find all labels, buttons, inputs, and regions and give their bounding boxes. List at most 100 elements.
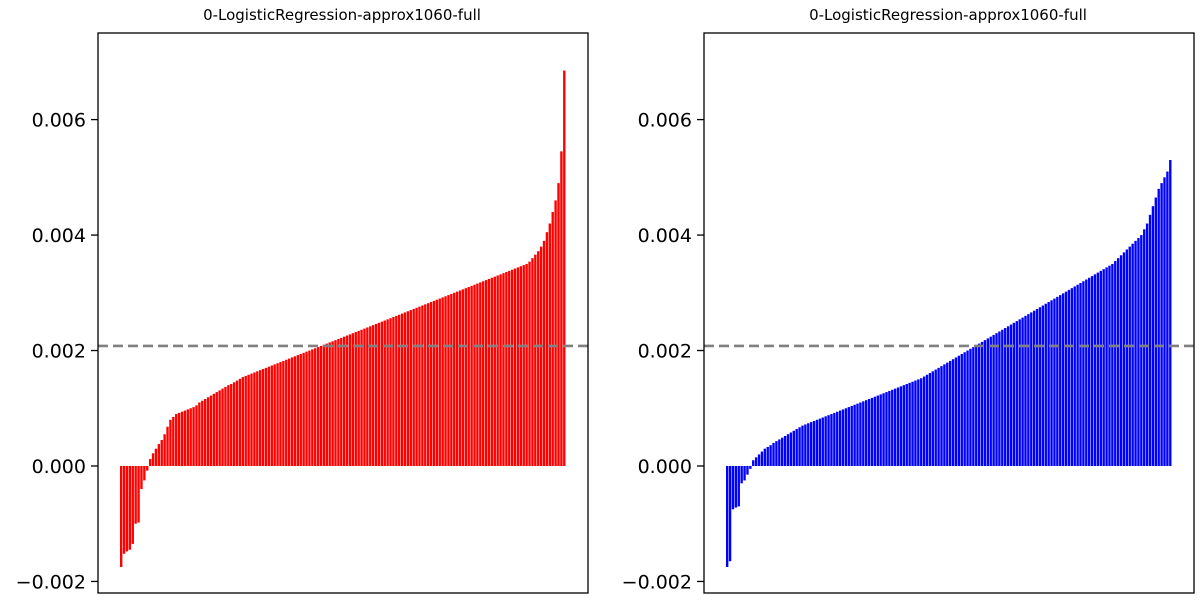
right-bar xyxy=(1056,296,1059,466)
right-bar xyxy=(931,371,934,466)
right-bar xyxy=(1082,281,1085,466)
right-bar xyxy=(934,369,937,466)
left-bar xyxy=(290,357,294,466)
left-bar xyxy=(343,336,346,466)
left-bar xyxy=(264,367,268,466)
right-bar xyxy=(922,376,926,466)
right-bar xyxy=(1032,310,1036,466)
right-bar xyxy=(1119,255,1123,466)
right-y-axis: −0.002 0.000 0.002 0.004 0.006 xyxy=(622,110,704,593)
right-bar xyxy=(1041,305,1045,466)
right-bar xyxy=(917,379,920,466)
right-bar xyxy=(743,465,746,481)
left-bar xyxy=(435,299,439,466)
right-bar xyxy=(833,412,836,466)
right-bar xyxy=(818,418,822,466)
right-bar xyxy=(928,373,932,466)
right-bar xyxy=(1064,291,1068,466)
left-bar xyxy=(160,440,163,466)
right-bar xyxy=(1105,267,1108,466)
left-bar xyxy=(316,347,320,466)
right-bar xyxy=(876,395,879,466)
right-bar xyxy=(752,460,755,466)
left-bar xyxy=(348,334,352,466)
right-bar xyxy=(1021,317,1024,466)
right-bar xyxy=(763,448,767,466)
right-bar xyxy=(1061,293,1065,466)
right-bar xyxy=(859,402,862,466)
left-bar xyxy=(296,355,300,466)
right-bar xyxy=(946,362,949,466)
left-bar xyxy=(270,365,273,466)
left-bar xyxy=(383,320,386,466)
left-bar xyxy=(542,240,546,466)
left-bar xyxy=(357,330,360,466)
left-bar xyxy=(450,293,453,466)
left-bar xyxy=(134,465,137,524)
left-bar xyxy=(186,409,189,466)
left-bar xyxy=(351,333,355,466)
left-bar xyxy=(183,410,187,466)
right-bar xyxy=(728,465,732,562)
right-bar xyxy=(1151,206,1155,466)
left-bar xyxy=(227,385,230,466)
left-y-axis: −0.002 0.000 0.002 0.004 0.006 xyxy=(16,110,98,593)
right-bar xyxy=(867,399,871,466)
left-bar xyxy=(525,263,528,466)
right-bar xyxy=(850,405,853,466)
left-bar xyxy=(282,360,285,466)
left-bars xyxy=(120,70,566,568)
left-bar xyxy=(212,393,216,466)
right-bar xyxy=(1137,237,1140,466)
left-bar xyxy=(537,251,540,466)
left-bar xyxy=(267,366,271,466)
left-bar xyxy=(421,305,424,466)
right-bar xyxy=(998,331,1001,466)
right-ytick-label: 0.004 xyxy=(638,225,692,247)
left-bar xyxy=(484,280,488,466)
left-bar xyxy=(455,291,459,466)
left-bar xyxy=(273,364,276,466)
right-bar xyxy=(1157,188,1160,466)
left-bar xyxy=(189,408,192,466)
right-bar xyxy=(1122,252,1126,466)
left-bar xyxy=(496,275,499,466)
right-bar xyxy=(769,445,772,466)
left-bar xyxy=(241,377,245,466)
left-bar xyxy=(125,465,129,552)
right-bar xyxy=(1154,197,1157,466)
right-bar xyxy=(734,465,738,508)
left-bar xyxy=(557,183,560,466)
right-bar xyxy=(914,380,917,466)
left-bar xyxy=(154,448,158,466)
right-bar xyxy=(870,397,874,466)
left-bar xyxy=(473,284,476,466)
right-bar xyxy=(804,424,807,466)
left-bar xyxy=(479,282,482,466)
left-bar xyxy=(235,380,239,466)
right-bar xyxy=(989,336,992,466)
left-bar xyxy=(250,373,253,466)
right-bar xyxy=(1143,229,1146,466)
left-bar xyxy=(386,319,389,466)
left-bar xyxy=(554,200,557,466)
right-bar xyxy=(853,404,856,466)
left-bar xyxy=(146,465,149,471)
left-bar xyxy=(253,372,256,466)
left-bar xyxy=(311,349,314,466)
left-bar xyxy=(345,335,349,466)
left-bar xyxy=(429,302,433,466)
right-bar xyxy=(1134,240,1137,466)
right-bar xyxy=(830,414,833,466)
right-bar xyxy=(905,384,908,466)
left-bar xyxy=(493,276,496,466)
right-bar xyxy=(980,341,984,466)
left-bar xyxy=(513,268,517,466)
right-bar xyxy=(775,441,778,466)
left-bar xyxy=(560,151,563,466)
right-bar xyxy=(899,386,903,466)
right-bar xyxy=(975,345,978,466)
right-bar xyxy=(949,360,952,466)
left-bar xyxy=(140,465,143,490)
right-bar xyxy=(1169,160,1172,466)
